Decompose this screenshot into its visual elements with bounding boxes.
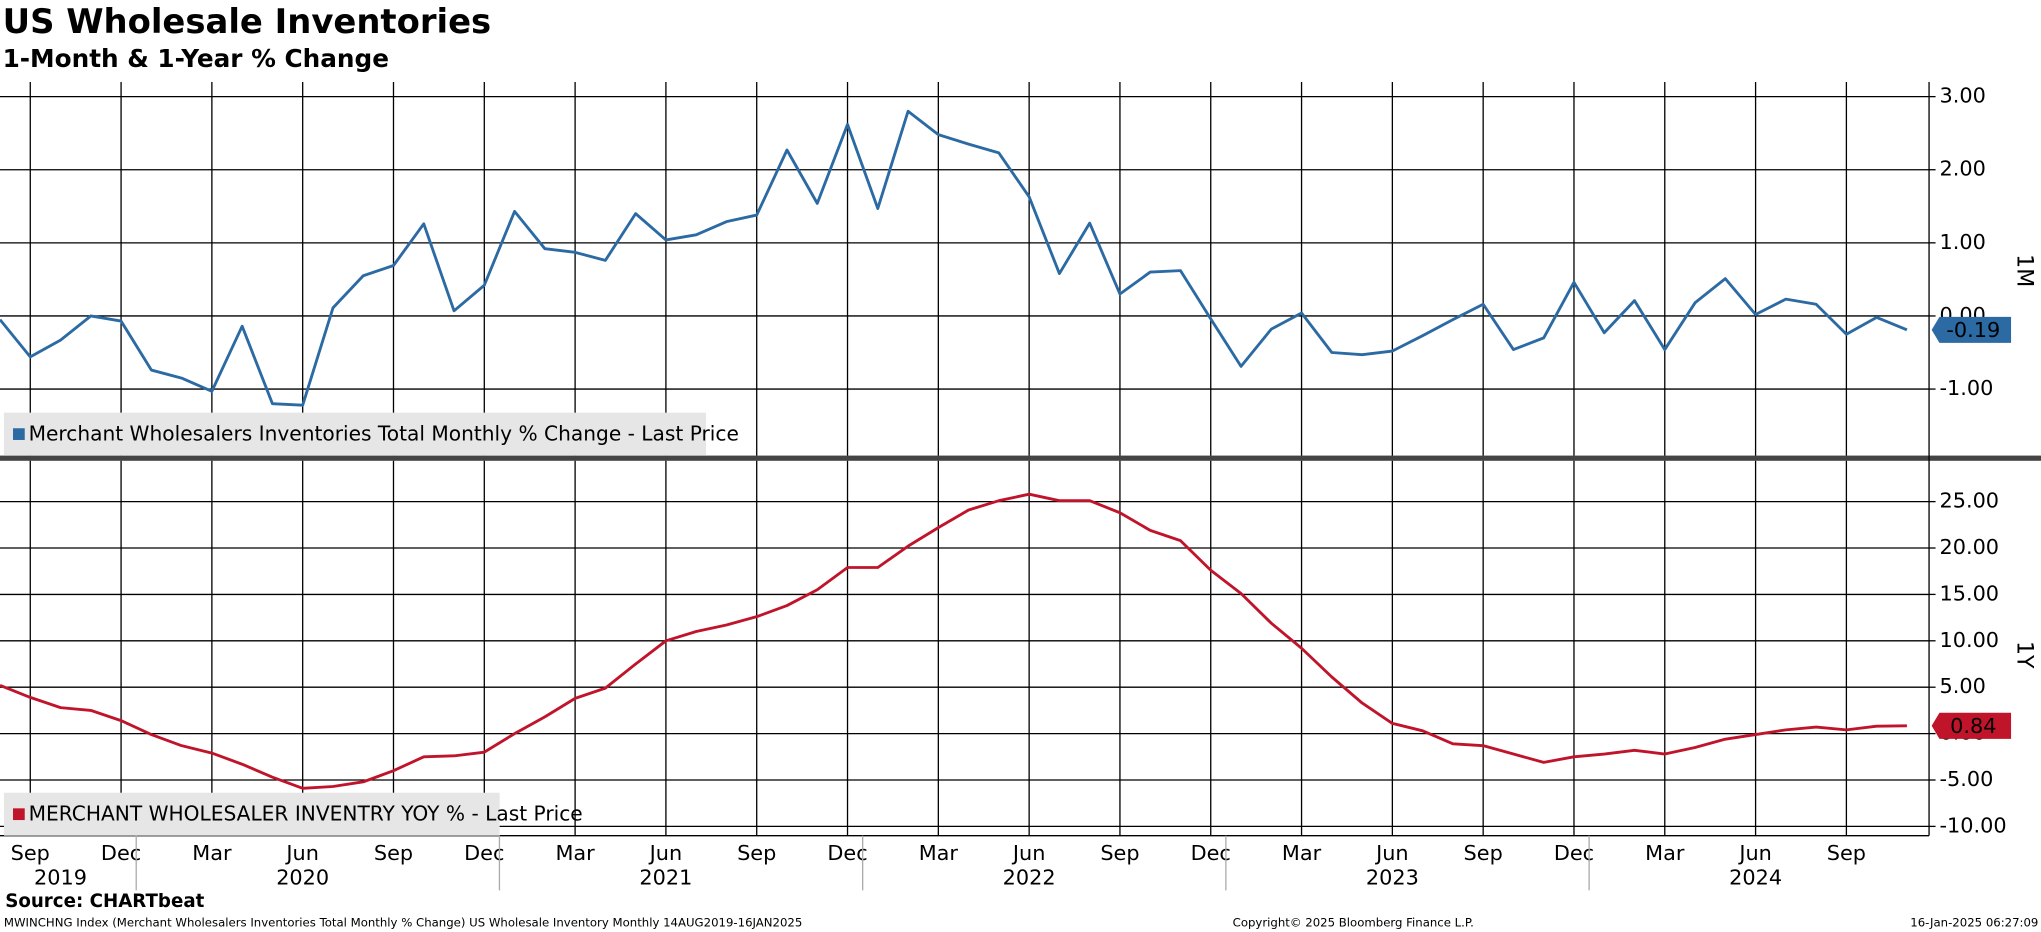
x-tick-label: Mar bbox=[555, 841, 595, 865]
timestamp: 16-Jan-2025 06:27:09 bbox=[1910, 915, 2038, 929]
y-tick-label: 25.00 bbox=[1939, 489, 1999, 513]
x-tick-label: Sep bbox=[1100, 841, 1139, 865]
y-tick-label: 5.00 bbox=[1939, 674, 1985, 698]
y-tick-label: -1.00 bbox=[1939, 376, 1993, 400]
x-tick-label: Sep bbox=[11, 841, 50, 865]
last-value-badge bbox=[1931, 316, 2012, 343]
source: Source: CHARTbeat bbox=[5, 891, 204, 912]
x-tick-label: Mar bbox=[192, 841, 232, 865]
legend-label: MERCHANT WHOLESALER INVENTRY YOY % - Las… bbox=[29, 801, 583, 825]
legend-swatch bbox=[13, 428, 25, 440]
series-line bbox=[0, 109, 1908, 407]
y-tick-label: 20.00 bbox=[1939, 535, 1999, 559]
copyright: Copyright© 2025 Bloomberg Finance L.P. bbox=[1233, 915, 1474, 929]
y-tick-label: 15.00 bbox=[1939, 581, 1999, 605]
y-tick-label: 10.00 bbox=[1939, 628, 1999, 652]
x-year-label: 2019 bbox=[34, 866, 87, 890]
x-tick-label: Sep bbox=[1464, 841, 1503, 865]
x-year-label: 2022 bbox=[1003, 866, 1056, 890]
x-year-label: 2020 bbox=[276, 866, 329, 890]
x-tick-label: Dec bbox=[827, 841, 867, 865]
legend-swatch bbox=[13, 808, 25, 821]
x-year-label: 2021 bbox=[639, 866, 692, 890]
x-tick-label: Dec bbox=[1191, 841, 1231, 865]
axis-label: 1Y bbox=[2012, 641, 2038, 669]
x-tick-label: Jun bbox=[1374, 841, 1409, 865]
x-tick-label: Jun bbox=[1011, 841, 1046, 865]
x-year-label: 2024 bbox=[1729, 866, 1782, 890]
x-year-label: 2023 bbox=[1366, 866, 1419, 890]
x-tick-label: Jun bbox=[1737, 841, 1772, 865]
x-tick-label: Dec bbox=[464, 841, 504, 865]
chart-title: US Wholesale Inventories bbox=[3, 2, 492, 41]
legend-label: Merchant Wholesalers Inventories Total M… bbox=[29, 421, 739, 445]
ticker-note: MWINCHNG Index (Merchant Wholesalers Inv… bbox=[4, 915, 802, 929]
last-value-badge bbox=[1931, 712, 2012, 739]
x-tick-label: Jun bbox=[648, 841, 683, 865]
y-tick-label: -5.00 bbox=[1939, 767, 1993, 791]
x-tick-label: Dec bbox=[101, 841, 141, 865]
x-tick-label: Sep bbox=[374, 841, 413, 865]
panel-separator bbox=[0, 455, 2041, 461]
y-tick-label: 2.00 bbox=[1939, 157, 1985, 181]
panel: 3.002.001.000.00-1.00 bbox=[0, 82, 1993, 456]
x-tick-label: Mar bbox=[1645, 841, 1685, 865]
y-tick-label: -10.00 bbox=[1939, 813, 2006, 837]
y-tick-label: 1.00 bbox=[1939, 230, 1985, 254]
y-tick-label: 3.00 bbox=[1939, 84, 1985, 108]
legend-box bbox=[3, 412, 707, 456]
chart-subtitle: 1-Month & 1-Year % Change bbox=[3, 44, 389, 73]
x-tick-label: Sep bbox=[1827, 841, 1866, 865]
x-tick-label: Sep bbox=[737, 841, 776, 865]
last-value-label: -0.19 bbox=[1946, 318, 2000, 342]
x-tick-label: Mar bbox=[919, 841, 959, 865]
x-tick-label: Jun bbox=[284, 841, 319, 865]
x-tick-label: Dec bbox=[1554, 841, 1594, 865]
legend-box bbox=[3, 792, 500, 836]
axis-label: 1M bbox=[2012, 254, 2038, 287]
x-tick-label: Mar bbox=[1282, 841, 1322, 865]
series-line bbox=[0, 492, 1907, 790]
last-value-label: 0.84 bbox=[1950, 714, 1996, 738]
